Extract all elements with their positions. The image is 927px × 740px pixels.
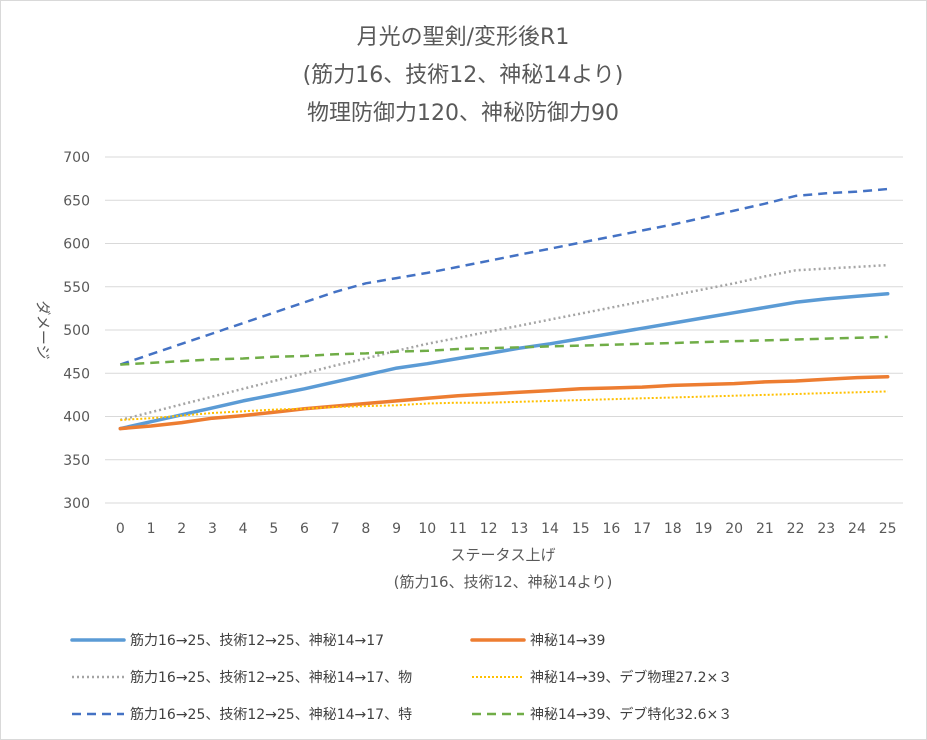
x-tick-label: 12 xyxy=(480,521,498,537)
x-tick-label: 7 xyxy=(331,521,340,537)
chart-title-line-1: 月光の聖剣/変形後R1 xyxy=(357,25,570,50)
y-tick-label: 550 xyxy=(63,280,90,296)
legend-label: 神秘14→39 xyxy=(530,633,605,649)
x-tick-label: 8 xyxy=(361,521,370,537)
x-tick-label: 11 xyxy=(449,521,467,537)
legend-label: 神秘14→39、デブ物理27.2×３ xyxy=(530,669,732,686)
y-axis-tick-labels: 300 350 400 450 500 550 600 650 700 xyxy=(63,150,90,512)
legend: 筋力16→25、技術12→25、神秘14→17 神秘14→39 筋力16→25、… xyxy=(70,632,732,723)
x-tick-label: 24 xyxy=(848,521,866,537)
series-line-4 xyxy=(120,390,888,421)
gridlines xyxy=(105,156,903,504)
x-tick-label: 18 xyxy=(664,521,682,537)
legend-entry: 神秘14→39 xyxy=(470,633,605,649)
y-tick-label: 400 xyxy=(63,410,90,426)
legend-label: 筋力16→25、技術12→25、神秘14→17、物 xyxy=(130,669,412,686)
series-line-3 xyxy=(119,263,888,422)
x-tick-label: 13 xyxy=(510,521,528,537)
y-tick-label: 450 xyxy=(63,366,90,382)
y-tick-label: 700 xyxy=(63,150,90,166)
legend-label: 筋力16→25、技術12→25、神秘14→17 xyxy=(130,632,384,649)
legend-entry: 神秘14→39、デブ特化32.6×３ xyxy=(472,706,732,723)
series-line-2 xyxy=(118,374,890,431)
legend-entry: 神秘14→39、デブ物理27.2×３ xyxy=(472,669,732,686)
y-tick-label: 650 xyxy=(63,193,90,209)
x-tick-label: 1 xyxy=(147,521,156,537)
x-tick-label: 6 xyxy=(300,521,309,537)
x-tick-label: 9 xyxy=(392,521,401,537)
y-tick-label: 300 xyxy=(63,496,90,512)
legend-entry: 筋力16→25、技術12→25、神秘14→17、特 xyxy=(72,706,412,723)
x-tick-label: 5 xyxy=(269,521,278,537)
x-tick-label: 20 xyxy=(725,521,743,537)
x-tick-label: 21 xyxy=(756,521,774,537)
x-tick-label: 2 xyxy=(177,521,186,537)
series-lines xyxy=(118,187,890,431)
legend-label: 筋力16→25、技術12→25、神秘14→17、特 xyxy=(130,706,412,723)
legend-label: 神秘14→39、デブ特化32.6×３ xyxy=(530,706,732,723)
x-tick-label: 4 xyxy=(239,521,248,537)
x-axis-tick-labels: 0 1 2 3 4 5 6 7 8 9 10 11 12 13 14 15 16 17 18 19 20 21 22 23 24… xyxy=(116,521,897,537)
x-tick-label: 0 xyxy=(116,521,125,537)
x-tick-label: 25 xyxy=(879,521,897,537)
x-tick-label: 17 xyxy=(633,521,651,537)
legend-entry: 筋力16→25、技術12→25、神秘14→17、物 xyxy=(72,669,412,686)
x-axis-title-line-1: ステータス上げ xyxy=(450,546,555,564)
series-line-6 xyxy=(120,335,888,366)
x-tick-label: 16 xyxy=(603,521,621,537)
x-tick-label: 3 xyxy=(208,521,217,537)
y-tick-label: 500 xyxy=(63,323,90,339)
y-tick-label: 350 xyxy=(63,453,90,469)
chart-title-line-3: 物理防御力120、神秘防御力90 xyxy=(307,101,619,126)
x-tick-label: 23 xyxy=(817,521,835,537)
x-tick-label: 10 xyxy=(418,521,436,537)
x-axis-title-line-2: (筋力16、技術12、神秘14より) xyxy=(394,573,613,591)
chart-title: 月光の聖剣/変形後R1 (筋力16、技術12、神秘14より) 物理防御力120、… xyxy=(303,25,624,126)
x-tick-label: 14 xyxy=(541,521,559,537)
y-axis-title: ダメージ xyxy=(34,300,52,359)
series-line-1 xyxy=(118,291,890,431)
x-tick-label: 19 xyxy=(695,521,713,537)
x-tick-label: 15 xyxy=(572,521,590,537)
y-tick-label: 600 xyxy=(63,237,90,253)
legend-entry: 筋力16→25、技術12→25、神秘14→17 xyxy=(70,632,384,649)
x-tick-label: 22 xyxy=(787,521,805,537)
chart-title-line-2: (筋力16、技術12、神秘14より) xyxy=(303,63,624,88)
series-line-5 xyxy=(119,187,888,366)
